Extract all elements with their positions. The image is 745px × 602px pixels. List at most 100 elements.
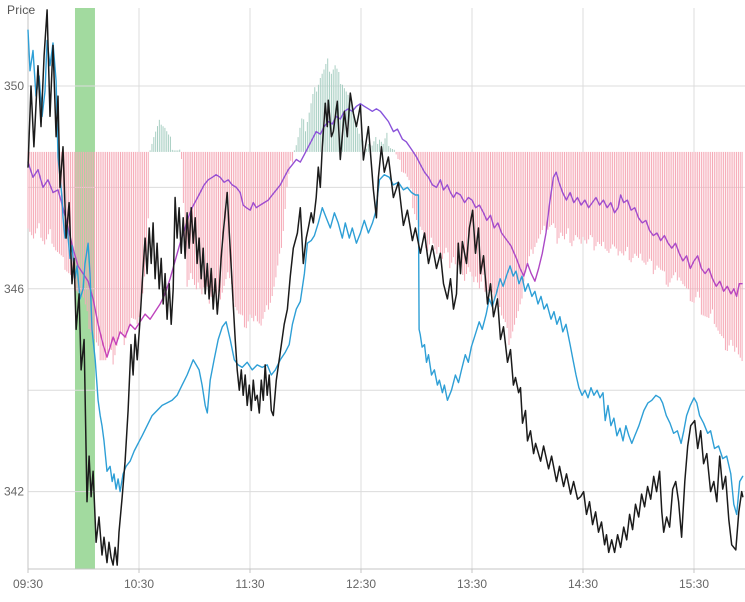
histogram-bar-negative [689, 151, 691, 302]
histogram-bar-negative [57, 151, 59, 253]
deviation-histogram [27, 58, 743, 365]
histogram-bar-negative [597, 151, 599, 242]
histogram-bar-negative [399, 151, 401, 160]
histogram-bar-negative [268, 151, 269, 310]
histogram-bar-negative [554, 151, 556, 228]
histogram-bar-negative [264, 151, 266, 312]
histogram-bar-negative [279, 151, 281, 254]
histogram-bar-negative [31, 151, 33, 236]
histogram-bar-negative [79, 151, 81, 295]
histogram-bar-negative [586, 151, 588, 244]
histogram-bar-negative [486, 151, 488, 298]
histogram-bar-negative [436, 151, 438, 254]
histogram-bar-negative [534, 151, 536, 248]
histogram-bar-negative [708, 151, 710, 318]
histogram-bar-negative [95, 151, 97, 343]
histogram-bar-negative [723, 151, 725, 339]
histogram-bar-negative [118, 151, 120, 340]
histogram-bar-negative [549, 151, 551, 227]
histogram-bar-negative [245, 151, 247, 329]
histogram-bar-negative [201, 151, 203, 295]
histogram-bar-negative [83, 151, 84, 298]
histogram-bar-negative [441, 151, 443, 259]
histogram-bar-negative [514, 151, 516, 325]
histogram-bar-positive [375, 137, 377, 152]
histogram-bar-positive [382, 143, 384, 152]
histogram-bar-negative [469, 151, 471, 272]
histogram-bar-negative [578, 151, 580, 240]
histogram-bar-negative [75, 151, 77, 291]
histogram-bar-negative [440, 151, 442, 253]
histogram-bar-negative [517, 151, 519, 312]
histogram-bar-negative [47, 151, 49, 235]
histogram-bar-negative [229, 151, 231, 279]
histogram-bar-negative [236, 151, 238, 311]
histogram-bar-negative [255, 151, 257, 316]
histogram-bar-negative [541, 151, 543, 231]
histogram-bar-negative [656, 151, 658, 266]
histogram-bar-negative [702, 151, 704, 316]
histogram-bar-negative [419, 151, 421, 227]
histogram-bar-negative [519, 151, 521, 305]
histogram-bar-negative [532, 151, 534, 254]
y-tick-label-342: 342 [4, 485, 24, 499]
histogram-bar-negative [282, 151, 284, 231]
histogram-bar-negative [219, 151, 221, 300]
histogram-bar-negative [292, 151, 294, 163]
histogram-bar-negative [55, 151, 57, 251]
histogram-bar-negative [221, 151, 223, 293]
histogram-bar-negative [231, 151, 232, 285]
histogram-bar-negative [643, 151, 645, 263]
histogram-bar-positive [388, 146, 390, 152]
histogram-bar-negative [428, 151, 430, 245]
histogram-bar-negative [38, 151, 40, 224]
histogram-bar-positive [155, 131, 157, 152]
histogram-bar-negative [62, 151, 64, 258]
histogram-bar-positive [308, 112, 310, 152]
histogram-bar-negative [636, 151, 638, 256]
histogram-bar-positive [323, 69, 325, 152]
histogram-bar-negative [42, 151, 44, 242]
histogram-bar-negative [410, 151, 412, 189]
price-black-series [27, 9, 744, 566]
histogram-bar-negative [473, 151, 475, 283]
histogram-bar-negative [632, 151, 634, 258]
histogram-bar-negative [36, 151, 38, 229]
histogram-bar-negative [205, 151, 207, 281]
histogram-bar-negative [92, 151, 94, 336]
histogram-bar-negative [447, 151, 449, 253]
histogram-bar-negative [675, 151, 676, 273]
histogram-bar-negative [649, 151, 651, 259]
histogram-bar-positive [351, 101, 353, 152]
histogram-bar-negative [684, 151, 686, 287]
histogram-bar-negative [88, 151, 90, 330]
histogram-bar-negative [630, 151, 632, 263]
histogram-bar-negative [120, 151, 121, 333]
histogram-bar-negative [132, 151, 134, 319]
histogram-bar-negative [717, 151, 719, 331]
x-tick-label-15:30: 15:30 [679, 577, 709, 591]
histogram-bar-negative [203, 151, 205, 288]
histogram-bar-positive [360, 139, 362, 152]
histogram-bar-negative [580, 151, 582, 244]
histogram-bar-negative [712, 151, 713, 310]
histogram-bar-negative [40, 151, 42, 238]
histogram-bar-negative [251, 151, 253, 318]
histogram-bar-positive [371, 145, 373, 152]
histogram-bar-negative [737, 151, 739, 355]
histogram-bar-positive [168, 134, 170, 152]
histogram-bar-negative [658, 151, 660, 268]
histogram-bar-positive [384, 138, 386, 152]
histogram-bar-negative [44, 151, 46, 245]
histogram-bar-negative [530, 151, 532, 250]
histogram-bar-negative [108, 151, 110, 347]
histogram-bar-positive [334, 65, 336, 152]
histogram-bar-negative [269, 151, 271, 303]
histogram-bar-negative [210, 151, 212, 297]
histogram-bar-negative [51, 151, 53, 244]
histogram-bar-negative [258, 151, 260, 324]
histogram-bar-positive [179, 149, 181, 152]
histogram-bar-negative [687, 151, 689, 290]
